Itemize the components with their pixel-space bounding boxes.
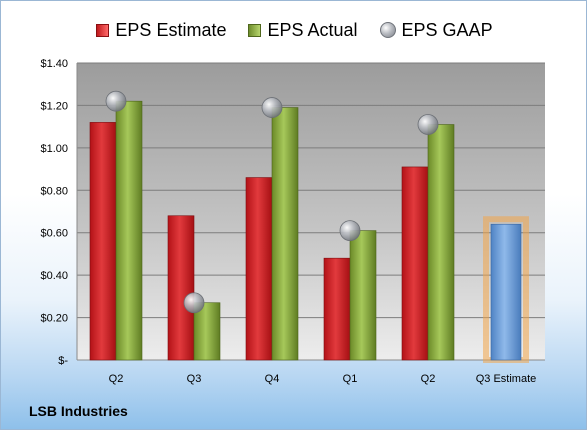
y-tick-label: $0.80 bbox=[40, 185, 68, 197]
chart-legend: EPS Estimate EPS Actual EPS GAAP bbox=[1, 15, 586, 45]
bar-eps-actual bbox=[193, 302, 221, 361]
plot-area bbox=[77, 63, 545, 360]
legend-swatch-estimate bbox=[96, 23, 110, 37]
bar-eps-estimate bbox=[323, 257, 351, 361]
x-tick-label: Q2 bbox=[421, 373, 436, 385]
y-tick-label: $0.20 bbox=[40, 313, 68, 325]
y-tick-label: $1.40 bbox=[40, 58, 68, 70]
bar-eps-projection bbox=[490, 223, 522, 361]
bar-eps-estimate bbox=[167, 215, 195, 361]
bar-eps-actual bbox=[271, 107, 299, 361]
y-tick-label: $1.00 bbox=[40, 143, 68, 155]
x-tick-label: Q4 bbox=[265, 373, 280, 385]
bar-eps-actual bbox=[349, 230, 377, 361]
y-tick-label: $- bbox=[58, 355, 68, 367]
bar-eps-actual bbox=[427, 124, 455, 361]
legend-label-estimate: EPS Estimate bbox=[115, 19, 227, 40]
bar-eps-estimate bbox=[245, 177, 273, 361]
bar-eps-actual bbox=[115, 100, 143, 361]
x-tick-label: Q3 Estimate bbox=[476, 373, 537, 385]
x-tick-label: Q2 bbox=[109, 373, 124, 385]
legend-label-gaap: EPS GAAP bbox=[401, 19, 493, 40]
point-eps-gaap bbox=[105, 90, 127, 112]
eps-chart: $- $0.20 $0.40 $0.60 $0.80 $1.00 $1.20 $1.40 Q2 Q… bbox=[40, 58, 545, 385]
legend-swatch-actual bbox=[248, 23, 262, 37]
legend-item-gaap: EPS GAAP bbox=[379, 19, 493, 41]
bar-eps-estimate bbox=[401, 166, 429, 361]
x-tick-label: Q1 bbox=[343, 373, 358, 385]
y-tick-label: $0.40 bbox=[40, 270, 68, 282]
x-tick-label: Q3 bbox=[187, 373, 202, 385]
legend-item-estimate: EPS Estimate bbox=[96, 20, 226, 41]
legend-swatch-gaap bbox=[379, 22, 396, 38]
y-tick-label: $1.20 bbox=[40, 100, 68, 112]
point-eps-gaap bbox=[261, 97, 283, 118]
point-eps-gaap bbox=[417, 114, 439, 135]
legend-label-actual: EPS Actual bbox=[267, 19, 358, 40]
legend-item-actual: EPS Actual bbox=[248, 19, 358, 41]
bar-eps-estimate bbox=[89, 122, 117, 361]
point-eps-gaap bbox=[183, 292, 205, 314]
y-tick-label: $0.60 bbox=[40, 228, 68, 240]
company-name: LSB Industries bbox=[29, 403, 128, 419]
point-eps-gaap bbox=[339, 220, 361, 241]
